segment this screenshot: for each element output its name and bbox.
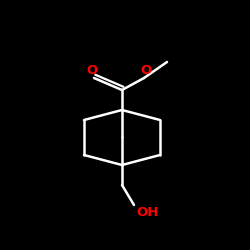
Text: O: O <box>86 64 98 76</box>
Text: O: O <box>140 64 151 76</box>
Text: OH: OH <box>136 206 158 220</box>
